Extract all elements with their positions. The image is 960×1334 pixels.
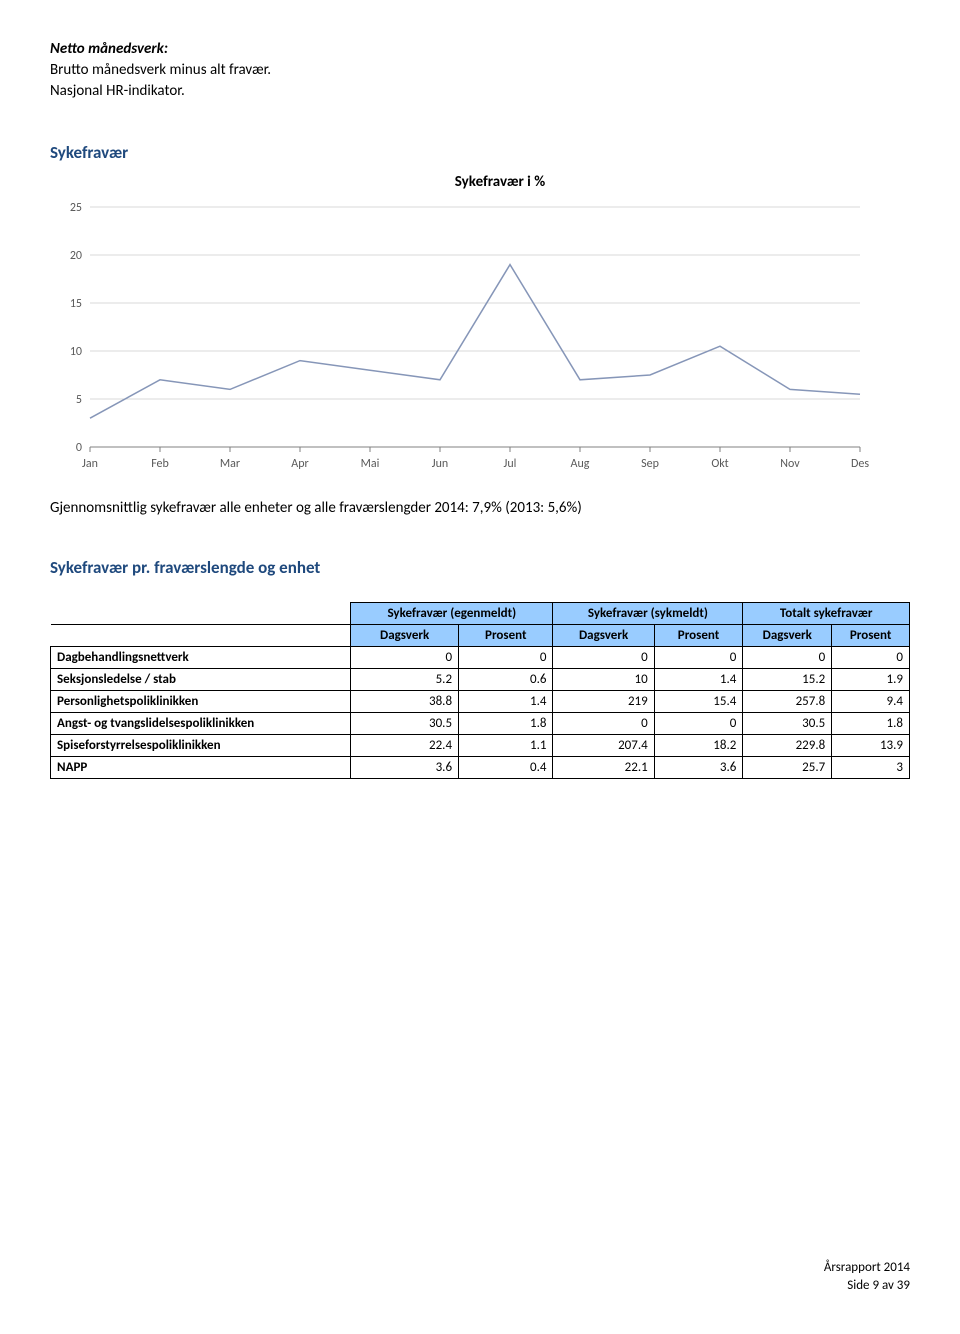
section-heading-pr-enhet: Sykefravær pr. fraværslengde og enhet — [50, 557, 910, 578]
data-cell: 207.4 — [553, 735, 654, 757]
data-cell: 38.8 — [351, 691, 459, 713]
row-label: NAPP — [51, 757, 351, 779]
footer-page-number: Side 9 av 39 — [50, 1277, 910, 1295]
row-label: Personlighetspoliklinikken — [51, 691, 351, 713]
svg-text:Feb: Feb — [151, 457, 169, 471]
footer-report-title: Årsrapport 2014 — [50, 1259, 910, 1277]
chart-caption: Gjennomsnittlig sykefravær alle enheter … — [50, 499, 910, 517]
table-row: Angst- og tvangslidelsespoliklinikken30.… — [51, 713, 910, 735]
table-group-header-row: Sykefravær (egenmeldt) Sykefravær (sykme… — [51, 603, 910, 625]
data-cell: 22.4 — [351, 735, 459, 757]
data-cell: 0 — [351, 647, 459, 669]
definition-line-1: Brutto månedsverk minus alt fravær. — [50, 60, 910, 81]
row-label: Spiseforstyrrelsespoliklinikken — [51, 735, 351, 757]
svg-text:25: 25 — [70, 201, 82, 215]
data-cell: 0.6 — [459, 669, 553, 691]
data-cell: 1.4 — [459, 691, 553, 713]
page-footer: Årsrapport 2014 Side 9 av 39 — [50, 1259, 910, 1294]
data-cell: 0 — [553, 713, 654, 735]
sub-header: Dagsverk — [351, 625, 459, 647]
svg-text:Jul: Jul — [504, 457, 517, 471]
data-cell: 18.2 — [654, 735, 743, 757]
row-label: Angst- og tvangslidelsespoliklinikken — [51, 713, 351, 735]
data-cell: 3.6 — [351, 757, 459, 779]
line-chart: 0 5 10 15 20 25 Jan Feb Mar Apr Mai Jun Jul Aug Sep Okt… — [50, 197, 870, 477]
data-cell: 219 — [553, 691, 654, 713]
svg-text:Sep: Sep — [641, 457, 659, 471]
data-cell: 0 — [654, 713, 743, 735]
data-cell: 13.9 — [832, 735, 910, 757]
data-cell: 1.1 — [459, 735, 553, 757]
svg-text:Jun: Jun — [432, 457, 448, 471]
svg-text:Mar: Mar — [220, 457, 240, 471]
svg-text:Okt: Okt — [711, 457, 728, 471]
table-row: NAPP3.60.422.13.625.73 — [51, 757, 910, 779]
table-row: Personlighetspoliklinikken38.81.421915.4… — [51, 691, 910, 713]
data-cell: 229.8 — [743, 735, 832, 757]
data-cell: 9.4 — [832, 691, 910, 713]
svg-text:Aug: Aug — [571, 457, 590, 471]
chart-title: Sykefravær i % — [90, 173, 910, 191]
data-table-container: Sykefravær (egenmeldt) Sykefravær (sykme… — [50, 602, 910, 779]
svg-text:20: 20 — [70, 249, 82, 263]
data-cell: 1.4 — [654, 669, 743, 691]
svg-text:Jan: Jan — [82, 457, 98, 471]
group-header: Sykefravær (sykmeldt) — [553, 603, 743, 625]
data-cell: 30.5 — [743, 713, 832, 735]
table-body: Dagbehandlingsnettverk000000Seksjonslede… — [51, 647, 910, 779]
sub-header: Prosent — [459, 625, 553, 647]
sykefravaer-table: Sykefravær (egenmeldt) Sykefravær (sykme… — [50, 602, 910, 779]
chart-container: Sykefravær i % 0 5 10 15 20 25 Jan Feb Mar Apr Mai… — [50, 173, 910, 481]
row-label: Seksjonsledelse / stab — [51, 669, 351, 691]
svg-text:10: 10 — [70, 345, 82, 359]
data-cell: 15.4 — [654, 691, 743, 713]
svg-text:0: 0 — [76, 441, 82, 455]
definition-title: Netto månedsverk: — [50, 40, 910, 58]
data-cell: 0.4 — [459, 757, 553, 779]
svg-text:5: 5 — [76, 393, 82, 407]
data-cell: 3.6 — [654, 757, 743, 779]
definition-block: Netto månedsverk: Brutto månedsverk minu… — [50, 40, 910, 102]
data-cell: 5.2 — [351, 669, 459, 691]
table-row: Dagbehandlingsnettverk000000 — [51, 647, 910, 669]
data-cell: 10 — [553, 669, 654, 691]
data-cell: 0 — [459, 647, 553, 669]
group-header: Totalt sykefravær — [743, 603, 910, 625]
sub-header: Dagsverk — [553, 625, 654, 647]
data-cell: 1.8 — [459, 713, 553, 735]
svg-text:Des: Des — [851, 457, 869, 471]
svg-text:15: 15 — [70, 297, 82, 311]
data-cell: 0 — [654, 647, 743, 669]
data-cell: 257.8 — [743, 691, 832, 713]
data-cell: 3 — [832, 757, 910, 779]
svg-text:Nov: Nov — [780, 457, 800, 471]
definition-line-2: Nasjonal HR-indikator. — [50, 81, 910, 102]
table-row: Spiseforstyrrelsespoliklinikken22.41.120… — [51, 735, 910, 757]
data-cell: 0 — [743, 647, 832, 669]
table-row: Seksjonsledelse / stab5.20.6101.415.21.9 — [51, 669, 910, 691]
data-cell: 30.5 — [351, 713, 459, 735]
section-heading-sykefravaer: Sykefravær — [50, 142, 910, 163]
data-cell: 1.8 — [832, 713, 910, 735]
empty-corner-cell — [51, 603, 351, 625]
data-cell: 25.7 — [743, 757, 832, 779]
row-label: Dagbehandlingsnettverk — [51, 647, 351, 669]
data-cell: 1.9 — [832, 669, 910, 691]
group-header: Sykefravær (egenmeldt) — [351, 603, 553, 625]
data-cell: 0 — [553, 647, 654, 669]
data-cell: 0 — [832, 647, 910, 669]
svg-text:Apr: Apr — [291, 457, 308, 471]
svg-text:Mai: Mai — [361, 457, 380, 471]
empty-label-header — [51, 625, 351, 647]
sub-header: Prosent — [654, 625, 743, 647]
data-cell: 22.1 — [553, 757, 654, 779]
table-sub-header-row: Dagsverk Prosent Dagsverk Prosent Dagsve… — [51, 625, 910, 647]
data-cell: 15.2 — [743, 669, 832, 691]
sub-header: Prosent — [832, 625, 910, 647]
sub-header: Dagsverk — [743, 625, 832, 647]
